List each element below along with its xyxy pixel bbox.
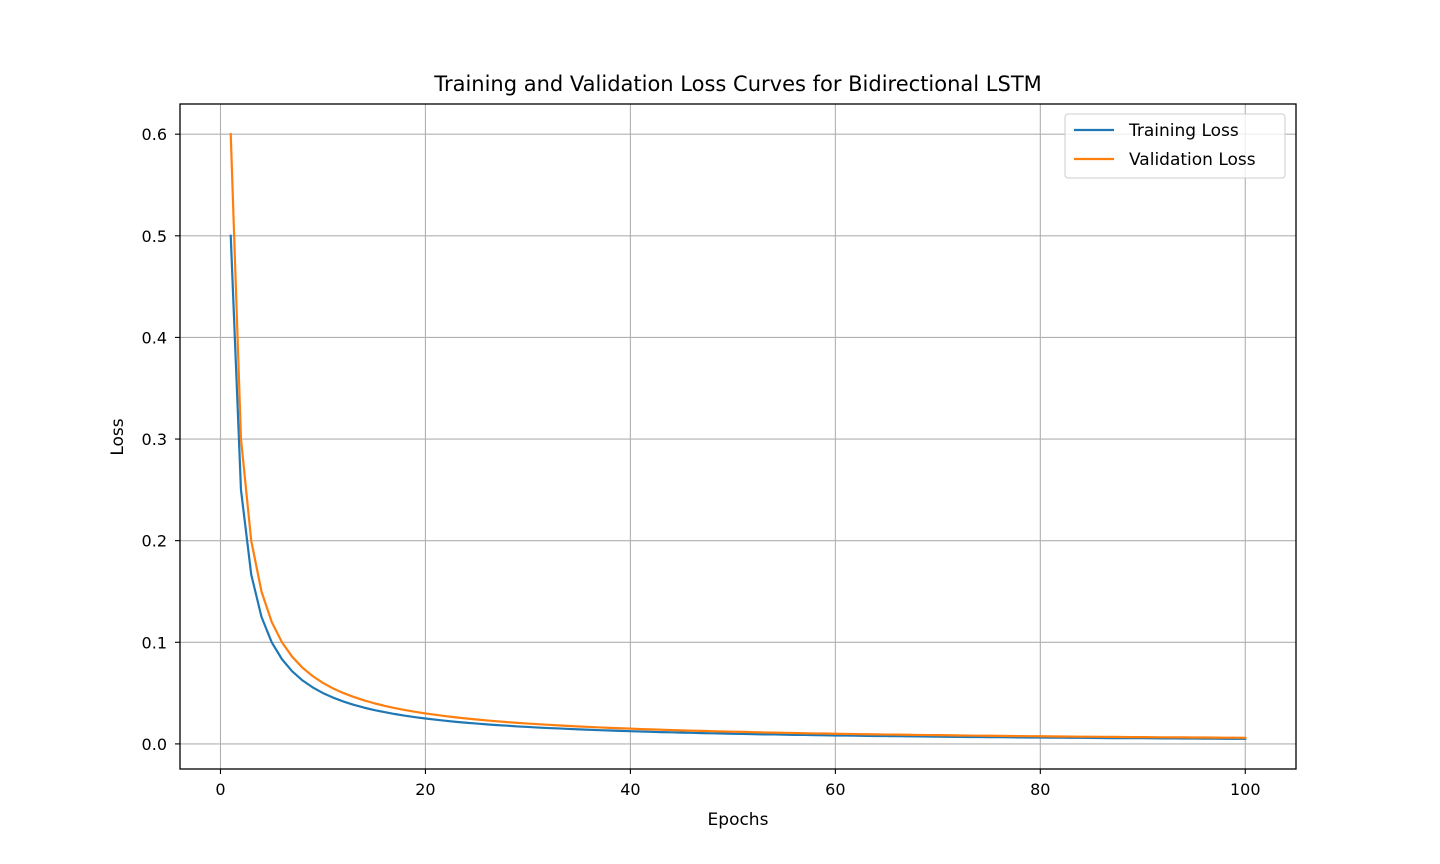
y-tick-label: 0.3 bbox=[142, 430, 167, 449]
y-tick-label: 0.0 bbox=[142, 735, 167, 754]
x-axis-title: Epochs bbox=[708, 810, 769, 830]
legend-box bbox=[1064, 113, 1286, 179]
legend-label: Validation Loss bbox=[1129, 150, 1256, 170]
plot-frame bbox=[179, 103, 1297, 770]
x-tick-label: 20 bbox=[415, 780, 435, 799]
y-tick-label: 0.2 bbox=[142, 532, 167, 551]
y-tick-label: 0.5 bbox=[142, 227, 167, 246]
x-tick-label: 80 bbox=[1030, 780, 1050, 799]
series-line-validation-loss bbox=[229, 133, 1247, 739]
grid-layer bbox=[180, 104, 1296, 769]
y-tick-label: 0.4 bbox=[142, 328, 167, 347]
chart-title: Training and Validation Loss Curves for … bbox=[433, 72, 1042, 96]
legend: Training Loss Validation Loss bbox=[1064, 113, 1286, 179]
legend-label: Training Loss bbox=[1128, 121, 1239, 141]
x-tick-label: 100 bbox=[1230, 780, 1261, 799]
series-layer bbox=[229, 133, 1247, 740]
y-axis-title: Loss bbox=[108, 418, 128, 455]
series-line-training-loss bbox=[229, 234, 1247, 740]
x-tick-label: 60 bbox=[825, 780, 845, 799]
y-tick-label: 0.1 bbox=[142, 633, 167, 652]
ticks-layer: 0 20 40 60 80 100 0.0 0.1 0.2 0.3 0.4 0.5 0.6 bbox=[142, 125, 1261, 799]
x-tick-label: 40 bbox=[620, 780, 640, 799]
x-tick-label: 0 bbox=[215, 780, 225, 799]
y-tick-label: 0.6 bbox=[142, 125, 167, 144]
